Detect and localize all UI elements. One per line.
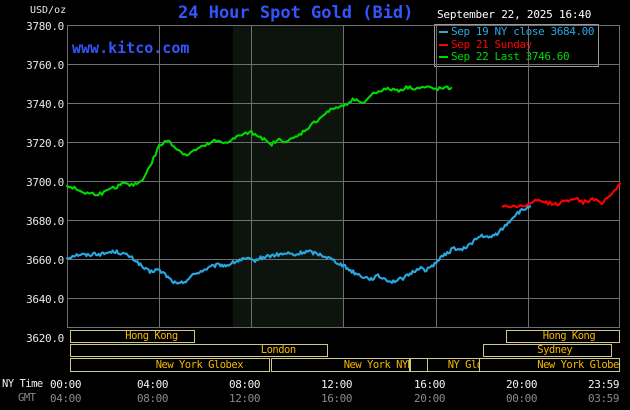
y-tick-3640: 3640.0 [26, 293, 64, 306]
x-tick-gmt-5: 00:00 [506, 392, 538, 405]
legend-label-sep21: Sep 21 Sunday [451, 37, 532, 51]
x-tick-ny-4: 16:00 [414, 378, 446, 391]
series-line-sep19 [65, 205, 532, 285]
y-tick-3620: 3620.0 [26, 332, 64, 345]
legend: Sep 19 NY close 3684.00 Sep 21 Sunday Se… [434, 24, 600, 67]
x-tick-gmt-4: 20:00 [414, 392, 446, 405]
shaded-session-region [232, 25, 344, 327]
legend-label-sep22: Sep 22 Last 3746.60 [451, 50, 570, 63]
x-tick-gmt-2: 12:00 [229, 392, 261, 405]
legend-item-sep19: Sep 19 NY close 3684.00 [439, 25, 595, 39]
legend-swatch-red [439, 43, 448, 46]
legend-label-sep19: Sep 19 NY close 3684.00 [451, 25, 595, 38]
legend-item-sep21: Sep 21 Sunday [439, 37, 594, 52]
x-tick-gmt-1: 08:00 [137, 392, 169, 405]
chart-title: 24 Hour Spot Gold (Bid) [178, 3, 414, 23]
legend-swatch-blue [439, 31, 448, 33]
y-tick-3680: 3680.0 [26, 215, 64, 228]
x-axis-name-ny: NY Time [2, 378, 43, 390]
x-tick-ny-3: 12:00 [321, 378, 353, 391]
x-tick-ny-5: 20:00 [506, 378, 538, 391]
x-tick-ny-1: 04:00 [137, 378, 169, 391]
series-line-sep22 [65, 85, 453, 197]
x-tick-gmt-3: 16:00 [321, 392, 353, 405]
y-tick-3660: 3660.0 [26, 254, 64, 267]
y-tick-3740: 3740.0 [26, 98, 64, 111]
chart-timestamp: September 22, 2025 16:40 [437, 8, 592, 21]
legend-swatch-green [439, 56, 448, 58]
grid-lines [67, 25, 620, 328]
y-tick-3700: 3700.0 [26, 176, 64, 189]
x-tick-ny-2: 08:00 [229, 378, 261, 391]
x-tick-ny-0: 00:00 [50, 378, 82, 391]
y-tick-3760: 3760.0 [26, 59, 64, 72]
kitco-watermark: www.kitco.com [72, 39, 190, 57]
y-tick-3720: 3720.0 [26, 137, 64, 150]
x-axis-name-gmt: GMT [18, 392, 36, 404]
series-line-sep21 [501, 182, 622, 209]
legend-item-sep22: Sep 22 Last 3746.60 [439, 50, 594, 64]
x-tick-ny-6: 23:59 [588, 378, 620, 391]
y-axis-unit-label: USD/oz [30, 5, 67, 16]
x-tick-gmt-6: 03:59 [588, 392, 620, 405]
y-tick-3780: 3780.0 [26, 20, 64, 33]
x-tick-gmt-0: 04:00 [50, 392, 82, 405]
